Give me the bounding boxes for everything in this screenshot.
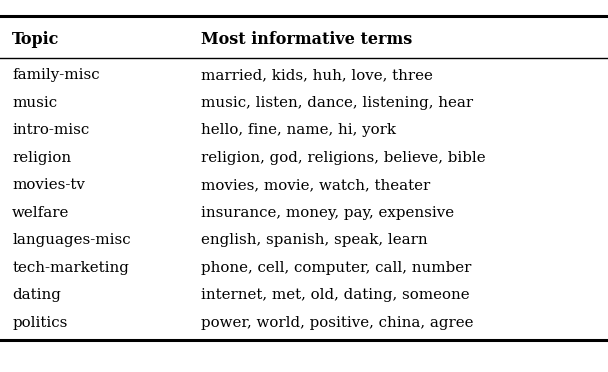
Text: phone, cell, computer, call, number: phone, cell, computer, call, number bbox=[201, 261, 471, 275]
Text: languages-misc: languages-misc bbox=[12, 233, 131, 247]
Text: religion, god, religions, believe, bible: religion, god, religions, believe, bible bbox=[201, 151, 485, 165]
Text: movies-tv: movies-tv bbox=[12, 178, 85, 192]
Text: internet, met, old, dating, someone: internet, met, old, dating, someone bbox=[201, 288, 469, 302]
Text: movies, movie, watch, theater: movies, movie, watch, theater bbox=[201, 178, 430, 192]
Text: hello, fine, name, hi, york: hello, fine, name, hi, york bbox=[201, 123, 396, 137]
Text: Most informative terms: Most informative terms bbox=[201, 31, 412, 48]
Text: english, spanish, speak, learn: english, spanish, speak, learn bbox=[201, 233, 427, 247]
Text: insurance, money, pay, expensive: insurance, money, pay, expensive bbox=[201, 206, 454, 220]
Text: tech-marketing: tech-marketing bbox=[12, 261, 129, 275]
Text: dating: dating bbox=[12, 288, 61, 302]
Text: music: music bbox=[12, 96, 57, 110]
Text: religion: religion bbox=[12, 151, 71, 165]
Text: intro-misc: intro-misc bbox=[12, 123, 89, 137]
Text: family-misc: family-misc bbox=[12, 68, 100, 82]
Text: married, kids, huh, love, three: married, kids, huh, love, three bbox=[201, 68, 432, 82]
Text: power, world, positive, china, agree: power, world, positive, china, agree bbox=[201, 316, 473, 330]
Text: politics: politics bbox=[12, 316, 67, 330]
Text: Topic: Topic bbox=[12, 31, 60, 48]
Text: music, listen, dance, listening, hear: music, listen, dance, listening, hear bbox=[201, 96, 473, 110]
Text: welfare: welfare bbox=[12, 206, 69, 220]
